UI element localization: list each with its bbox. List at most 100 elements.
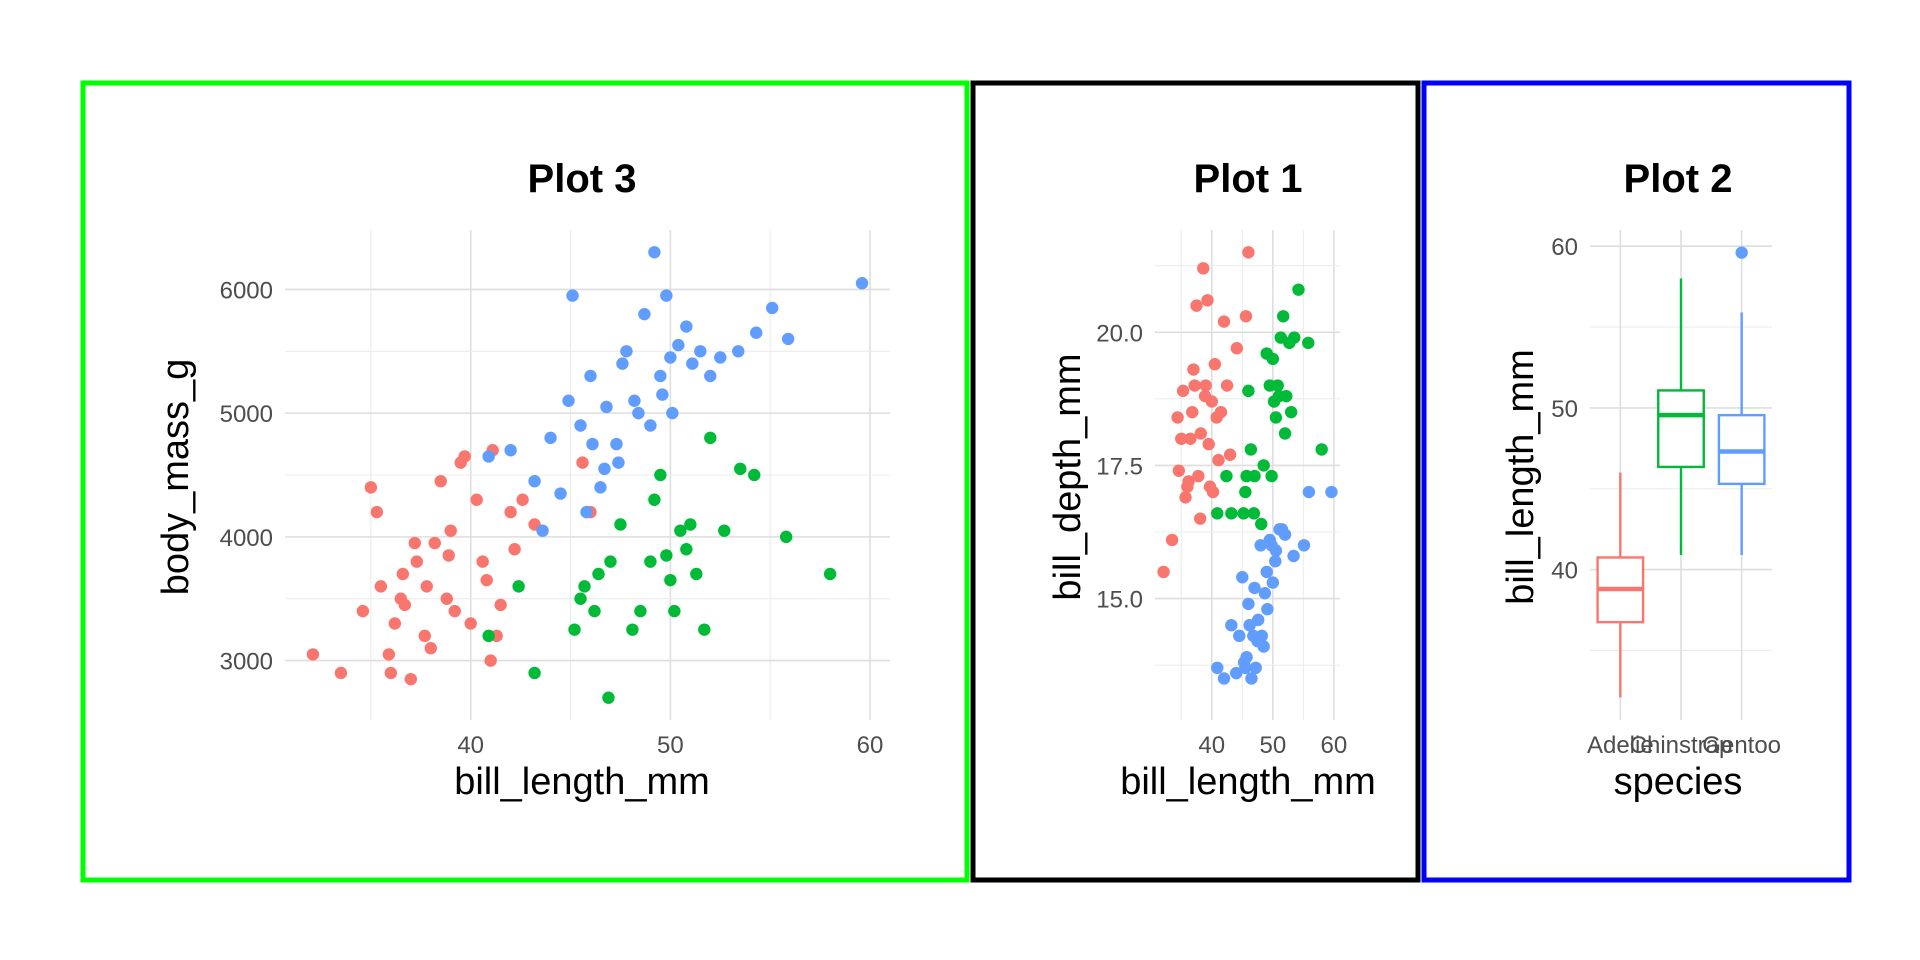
point-chinstrap <box>1211 507 1224 520</box>
point-gentoo <box>554 487 567 500</box>
point-adelie <box>470 493 483 506</box>
plot2-x-axis-title: species <box>1614 761 1743 803</box>
point-gentoo <box>694 345 707 358</box>
point-gentoo <box>580 505 593 519</box>
point-gentoo <box>1236 571 1249 584</box>
point-gentoo <box>598 462 611 476</box>
point-chinstrap <box>1266 352 1280 366</box>
point-chinstrap <box>1302 336 1315 350</box>
point-chinstrap <box>568 623 581 636</box>
point-chinstrap <box>528 666 541 680</box>
point-adelie <box>1192 469 1205 483</box>
point-adelie <box>1190 299 1203 312</box>
point-adelie <box>458 450 471 463</box>
x-tick-label: 60 <box>1321 732 1348 759</box>
point-gentoo <box>648 246 661 259</box>
x-tick-label: 40 <box>457 732 484 759</box>
point-gentoo <box>1251 613 1265 627</box>
point-gentoo <box>660 289 673 302</box>
point-chinstrap <box>654 468 667 482</box>
point-adelie <box>1157 565 1170 579</box>
point-adelie <box>1179 491 1192 504</box>
plot2-boxes <box>1596 246 1766 698</box>
point-gentoo <box>714 351 727 364</box>
point-adelie <box>508 543 521 556</box>
point-chinstrap <box>1237 507 1250 520</box>
point-chinstrap <box>748 468 761 482</box>
point-chinstrap <box>668 604 681 618</box>
point-gentoo <box>584 369 597 383</box>
point-gentoo <box>855 277 869 290</box>
point-adelie <box>516 493 529 506</box>
point-chinstrap <box>1267 395 1281 408</box>
point-gentoo <box>536 524 549 537</box>
y-tick-label: 50 <box>1551 396 1578 423</box>
point-gentoo <box>586 437 599 451</box>
x-tick-label: 50 <box>1259 732 1286 759</box>
plot1-points <box>1157 246 1338 685</box>
point-chinstrap <box>482 629 495 643</box>
point-gentoo <box>1287 549 1300 563</box>
point-chinstrap <box>1257 459 1270 472</box>
point-adelie <box>1202 437 1215 451</box>
point-gentoo <box>1260 565 1273 579</box>
box-adelie <box>1596 472 1645 698</box>
point-adelie <box>480 573 493 587</box>
point-gentoo <box>1217 672 1231 685</box>
point-adelie <box>1186 405 1199 419</box>
point-adelie <box>404 672 417 686</box>
point-adelie <box>494 598 507 612</box>
point-chinstrap <box>574 592 587 605</box>
point-adelie <box>364 481 378 494</box>
point-adelie <box>388 617 402 630</box>
plot3-grid <box>285 230 890 720</box>
point-gentoo <box>628 394 641 407</box>
point-chinstrap <box>684 518 697 531</box>
point-adelie <box>1223 448 1237 461</box>
point-chinstrap <box>734 462 747 476</box>
point-gentoo <box>610 437 623 451</box>
point-chinstrap <box>660 549 673 562</box>
point-chinstrap <box>1284 405 1298 419</box>
point-gentoo <box>1242 597 1255 611</box>
point-adelie <box>1172 464 1186 477</box>
point-adelie <box>504 505 517 519</box>
point-gentoo <box>732 345 745 358</box>
plot1-x-axis-title: bill_length_mm <box>1120 761 1376 803</box>
point-gentoo <box>704 369 717 383</box>
point-adelie <box>370 505 384 519</box>
point-chinstrap <box>1265 469 1278 483</box>
panel-plot3-border <box>80 80 970 883</box>
point-chinstrap <box>634 604 647 618</box>
plot1-y-axis-title: bill_depth_mm <box>1047 353 1089 600</box>
point-gentoo <box>1225 618 1238 632</box>
point-gentoo <box>620 345 633 358</box>
point-adelie <box>1206 485 1220 499</box>
y-tick-label: 40 <box>1551 558 1578 585</box>
point-adelie <box>334 666 348 680</box>
point-adelie <box>410 555 423 568</box>
plot3-title: Plot 3 <box>528 157 637 201</box>
point-gentoo <box>1257 640 1270 653</box>
point-gentoo <box>1211 661 1224 675</box>
point-adelie <box>484 654 497 667</box>
panel-plot1: Plot 1 40 50 60 15.0 17.5 20.0 bill_length_mm… <box>970 80 1421 883</box>
point-chinstrap <box>1239 485 1252 499</box>
point-adelie <box>464 617 477 630</box>
point-gentoo <box>1254 539 1267 552</box>
point-gentoo <box>644 419 657 432</box>
point-chinstrap <box>1288 331 1301 344</box>
point-adelie <box>396 567 410 581</box>
point-chinstrap <box>1269 411 1283 424</box>
point-adelie <box>1194 427 1207 440</box>
point-adelie <box>428 536 441 550</box>
panel-plot2-border <box>1421 80 1852 883</box>
point-chinstrap <box>512 580 525 593</box>
point-chinstrap <box>602 691 615 704</box>
point-gentoo <box>1258 587 1272 600</box>
point-gentoo <box>1248 581 1261 595</box>
point-adelie <box>476 555 489 568</box>
point-gentoo <box>544 431 557 445</box>
